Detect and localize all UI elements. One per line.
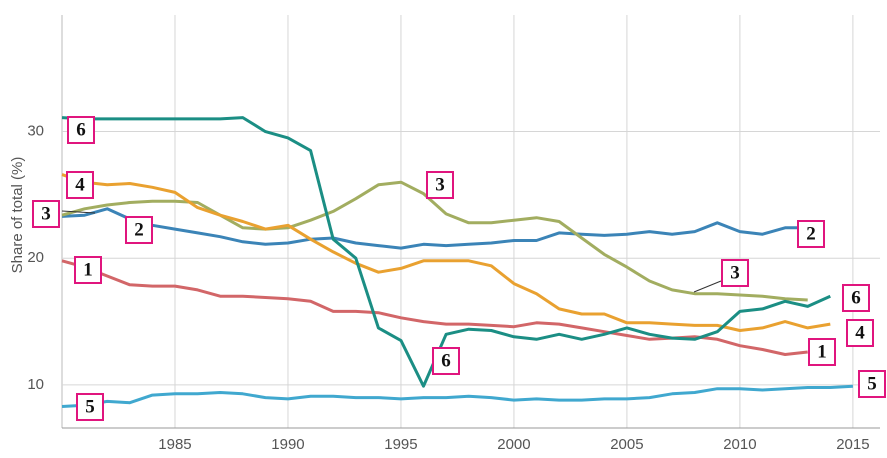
x-tick-label: 2005 (610, 436, 643, 453)
series-line (61, 116, 831, 388)
x-tick-label: 2015 (836, 436, 869, 453)
label-box (858, 370, 886, 398)
series-label: 6 (67, 116, 95, 144)
label-box (66, 171, 94, 199)
label-box (74, 256, 102, 284)
x-tick-label: 1985 (158, 436, 191, 453)
y-tick-label: 10 (27, 376, 44, 393)
series-label: 4 (846, 319, 874, 347)
leader-line (61, 210, 96, 214)
label-text: 5 (867, 373, 877, 394)
label-text: 2 (134, 219, 144, 240)
series-label: 1 (808, 338, 836, 366)
y-tick-label: 30 (27, 123, 44, 140)
series-label: 2 (797, 220, 825, 248)
label-box (125, 216, 153, 244)
series-line (61, 173, 831, 332)
series-line (61, 384, 853, 408)
series-line (61, 180, 808, 302)
label-text: 3 (41, 203, 51, 224)
label-box (32, 200, 60, 228)
series-label: 6 (432, 347, 460, 375)
label-text: 6 (851, 287, 861, 308)
series-label: 3 (721, 259, 749, 287)
label-box (842, 284, 870, 312)
label-box (797, 220, 825, 248)
label-text: 2 (806, 223, 816, 244)
series-label: 1 (74, 256, 102, 284)
x-tick-label: 2010 (723, 436, 756, 453)
label-box (808, 338, 836, 366)
label-box (426, 171, 454, 199)
label-box (846, 319, 874, 347)
series-label: 3 (32, 200, 60, 228)
label-box (432, 347, 460, 375)
label-text: 6 (441, 350, 451, 371)
series-label: 2 (125, 216, 153, 244)
x-tick-label: 2000 (497, 436, 530, 453)
y-tick-label: 20 (27, 249, 44, 266)
label-text: 6 (76, 119, 86, 140)
label-text: 3 (730, 262, 740, 283)
label-box (76, 393, 104, 421)
series-label: 4 (66, 171, 94, 199)
series-label: 3 (426, 171, 454, 199)
series-label: 5 (76, 393, 104, 421)
series-label: 5 (858, 370, 886, 398)
leader-line (693, 280, 722, 293)
label-text: 4 (75, 174, 85, 195)
label-text: 4 (855, 322, 865, 343)
label-text: 5 (85, 396, 95, 417)
label-text: 3 (435, 174, 445, 195)
x-tick-label: 1995 (384, 436, 417, 453)
x-tick-label: 1990 (271, 436, 304, 453)
label-text: 1 (817, 341, 827, 362)
series-label: 6 (842, 284, 870, 312)
label-text: 1 (83, 259, 93, 280)
label-box (67, 116, 95, 144)
series-line (61, 207, 808, 250)
y-axis-title: Share of total (%) (9, 157, 26, 274)
label-box (721, 259, 749, 287)
